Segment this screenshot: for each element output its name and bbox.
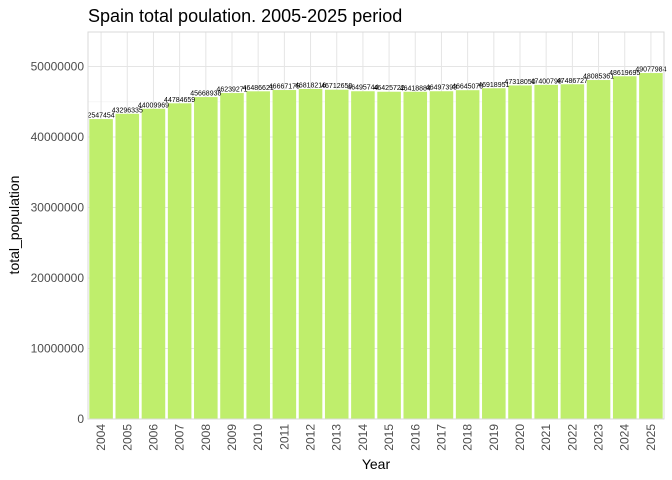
x-tick-label: 2006 bbox=[146, 424, 160, 451]
bar bbox=[639, 73, 663, 420]
x-tick-label: 2023 bbox=[592, 424, 606, 451]
y-axis-ticks: 0 10000000 20000000 30000000 40000000 5000000… bbox=[31, 60, 85, 426]
x-tick-label: 2020 bbox=[513, 424, 527, 451]
data-label: 44784659 bbox=[164, 97, 195, 104]
data-label: 48085361 bbox=[583, 74, 614, 81]
y-tick-label: 50000000 bbox=[31, 60, 85, 74]
bar bbox=[89, 119, 113, 420]
bar bbox=[403, 91, 428, 420]
data-label: 46645070 bbox=[452, 84, 483, 91]
x-tick-label: 2012 bbox=[304, 424, 318, 451]
bar bbox=[482, 88, 506, 419]
bar bbox=[115, 113, 140, 419]
x-tick-label: 2008 bbox=[199, 424, 213, 451]
bar bbox=[429, 91, 454, 419]
bar bbox=[455, 90, 480, 419]
bar bbox=[560, 84, 585, 419]
y-tick-label: 20000000 bbox=[31, 271, 85, 285]
bar bbox=[612, 76, 637, 420]
x-tick-label: 2004 bbox=[94, 424, 108, 451]
y-axis-title: total_population bbox=[6, 176, 22, 275]
bar bbox=[167, 103, 192, 419]
data-label: 46425722 bbox=[374, 85, 405, 92]
x-tick-label: 2011 bbox=[277, 424, 291, 450]
data-label: 47318050 bbox=[504, 79, 535, 86]
x-tick-label: 2016 bbox=[408, 424, 422, 451]
data-label: 44009969 bbox=[138, 102, 169, 109]
bars bbox=[89, 73, 663, 420]
data-label: 46239271 bbox=[216, 87, 247, 94]
data-label: 46712650 bbox=[321, 83, 352, 90]
x-axis-ticks: 2004 2005 2006 2007 2008 2009 2010 2011 2012 2013… bbox=[94, 424, 658, 451]
bar bbox=[351, 91, 375, 420]
y-tick-label: 30000000 bbox=[31, 201, 85, 215]
bar bbox=[508, 85, 532, 419]
x-tick-label: 2022 bbox=[565, 424, 579, 451]
data-label: 46495744 bbox=[347, 85, 378, 92]
x-tick-label: 2013 bbox=[330, 424, 344, 451]
bar bbox=[220, 93, 244, 420]
x-tick-label: 2018 bbox=[461, 424, 475, 451]
data-label: 47486727 bbox=[557, 78, 588, 85]
x-tick-label: 2019 bbox=[487, 424, 501, 451]
data-label: 43296335 bbox=[112, 107, 143, 114]
data-label: 47400798 bbox=[531, 78, 562, 85]
bar bbox=[324, 89, 349, 419]
data-label: 2547454 bbox=[87, 113, 114, 120]
x-tick-label: 2015 bbox=[382, 424, 396, 451]
plot-panel bbox=[87, 31, 665, 420]
bar bbox=[377, 91, 401, 419]
bar bbox=[534, 84, 558, 420]
y-tick-label: 40000000 bbox=[31, 130, 85, 144]
bar bbox=[298, 88, 323, 419]
bar bbox=[246, 91, 270, 419]
bar bbox=[272, 90, 297, 419]
data-label: 45668938 bbox=[190, 91, 221, 98]
data-labels: 2547454432963354400996944784659456689384… bbox=[87, 67, 666, 120]
data-label: 48619695 bbox=[609, 70, 640, 77]
data-label: 46667175 bbox=[269, 84, 300, 91]
x-tick-label: 2025 bbox=[644, 424, 658, 451]
x-tick-label: 2014 bbox=[356, 424, 370, 451]
data-label: 46497393 bbox=[426, 85, 457, 92]
x-tick-label: 2010 bbox=[251, 424, 265, 451]
x-tick-label: 2017 bbox=[434, 424, 448, 451]
x-tick-label: 2021 bbox=[539, 424, 553, 451]
chart-title: Spain total poulation. 2005-2025 period bbox=[88, 6, 402, 26]
bar bbox=[194, 97, 218, 420]
bar bbox=[141, 108, 166, 419]
x-tick-label: 2009 bbox=[225, 424, 239, 451]
x-tick-label: 2024 bbox=[618, 424, 632, 451]
data-label: 46918951 bbox=[478, 82, 509, 89]
x-tick-label: 2007 bbox=[173, 424, 187, 451]
data-label: 46486621 bbox=[243, 85, 274, 92]
data-label: 49077984 bbox=[635, 67, 666, 74]
y-tick-label: 0 bbox=[77, 412, 84, 426]
x-axis-title: Year bbox=[362, 456, 391, 472]
data-label: 46818216 bbox=[295, 82, 326, 89]
bar bbox=[586, 80, 611, 419]
y-tick-label: 10000000 bbox=[31, 342, 85, 356]
data-label: 46418884 bbox=[400, 85, 431, 92]
x-tick-label: 2005 bbox=[120, 424, 134, 451]
